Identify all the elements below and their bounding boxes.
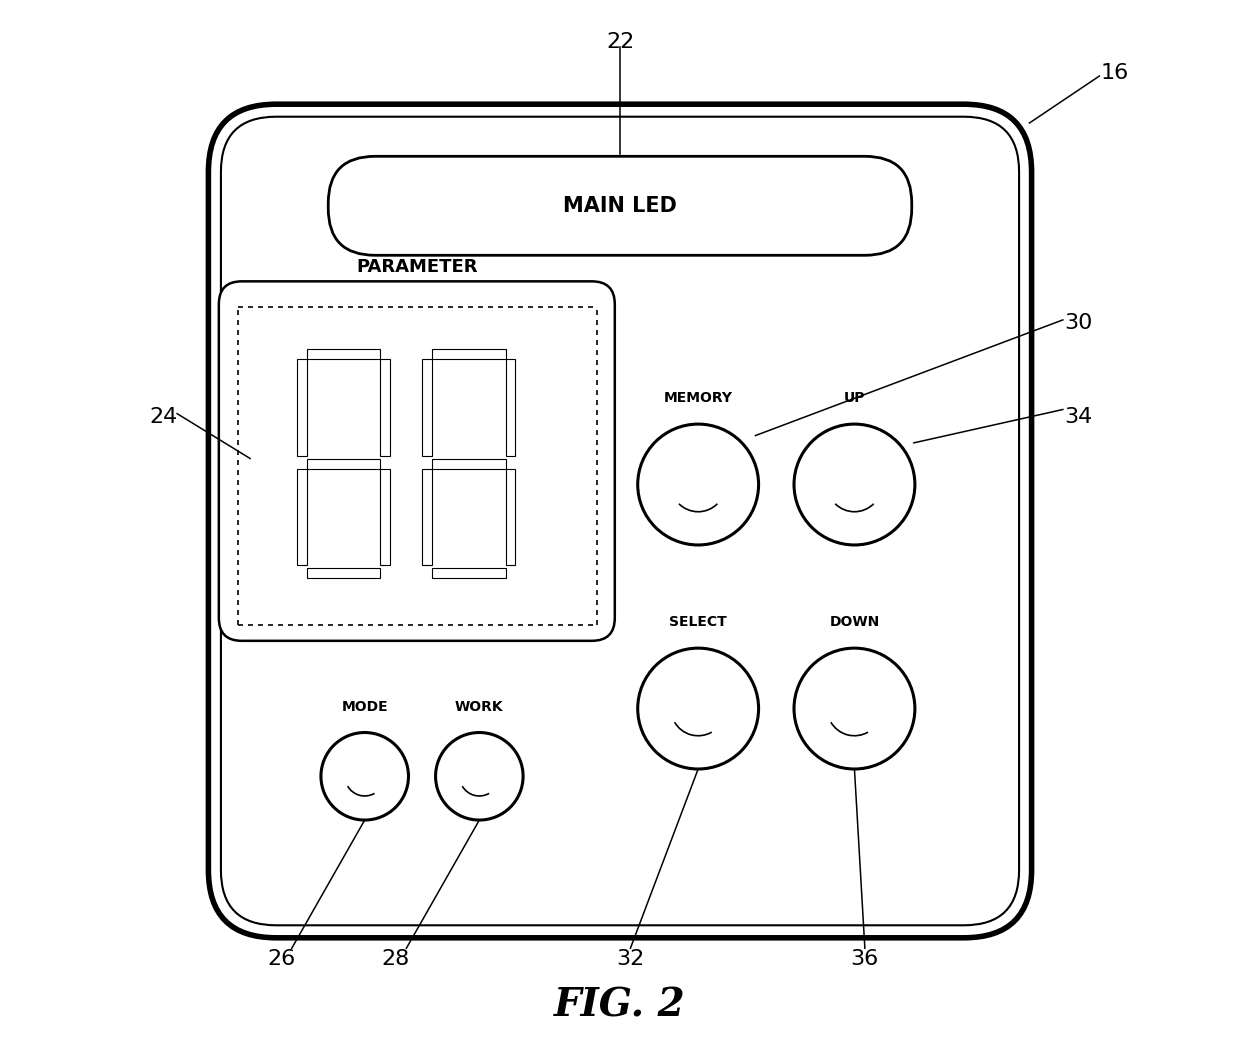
Text: DOWN: DOWN: [830, 616, 879, 629]
Text: 22: 22: [606, 31, 634, 52]
Text: 30: 30: [1064, 313, 1092, 333]
FancyBboxPatch shape: [218, 281, 615, 641]
Text: 24: 24: [150, 406, 177, 427]
Text: 36: 36: [851, 948, 879, 969]
Circle shape: [435, 733, 523, 820]
Bar: [423, 469, 433, 565]
Text: 32: 32: [616, 948, 645, 969]
Text: PARAMETER: PARAMETER: [356, 258, 477, 276]
Text: MODE: MODE: [341, 700, 388, 714]
Bar: [308, 349, 381, 359]
FancyBboxPatch shape: [329, 156, 911, 255]
Text: MAIN LED: MAIN LED: [563, 196, 677, 216]
Text: WORK: WORK: [455, 700, 503, 714]
FancyBboxPatch shape: [208, 104, 1032, 938]
Circle shape: [794, 648, 915, 769]
Circle shape: [637, 424, 759, 545]
Bar: [381, 359, 391, 455]
Bar: [423, 359, 433, 455]
Text: 34: 34: [1064, 406, 1092, 427]
Text: FIG. 2: FIG. 2: [554, 987, 686, 1024]
Bar: [298, 359, 308, 455]
Text: 16: 16: [1101, 63, 1130, 83]
Bar: [433, 568, 506, 578]
Bar: [506, 469, 516, 565]
Bar: [433, 458, 506, 469]
Text: SELECT: SELECT: [670, 616, 727, 629]
Text: 26: 26: [268, 948, 295, 969]
Bar: [381, 469, 391, 565]
Circle shape: [637, 648, 759, 769]
Text: UP: UP: [843, 392, 866, 405]
Circle shape: [794, 424, 915, 545]
Text: MEMORY: MEMORY: [663, 392, 733, 405]
Bar: [433, 349, 506, 359]
Circle shape: [321, 733, 408, 820]
Text: 28: 28: [382, 948, 410, 969]
Bar: [506, 359, 516, 455]
Bar: [298, 469, 308, 565]
Bar: [308, 458, 381, 469]
Bar: [308, 568, 381, 578]
